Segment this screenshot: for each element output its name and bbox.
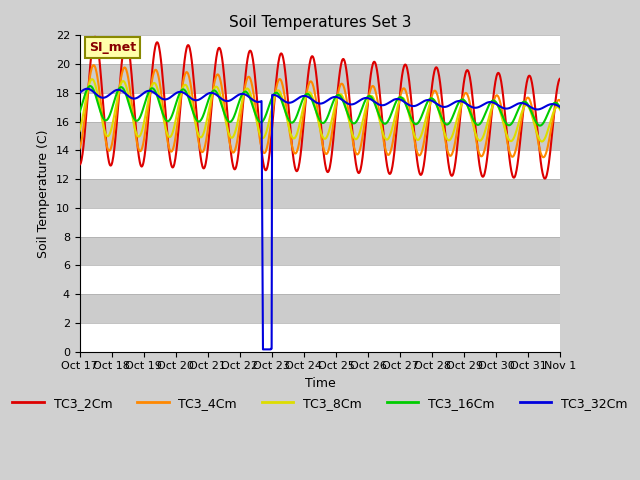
X-axis label: Time: Time (305, 377, 335, 390)
Bar (79, 265, 561, 294)
Bar (79, 36, 561, 64)
Bar (79, 323, 561, 351)
Text: SI_met: SI_met (89, 41, 136, 54)
Bar (79, 208, 561, 237)
Bar (79, 93, 561, 121)
Bar (79, 237, 561, 265)
Title: Soil Temperatures Set 3: Soil Temperatures Set 3 (228, 15, 412, 30)
Bar (79, 64, 561, 93)
Y-axis label: Soil Temperature (C): Soil Temperature (C) (37, 129, 50, 258)
Legend: TC3_2Cm, TC3_4Cm, TC3_8Cm, TC3_16Cm, TC3_32Cm: TC3_2Cm, TC3_4Cm, TC3_8Cm, TC3_16Cm, TC3… (8, 392, 632, 415)
Bar (79, 150, 561, 179)
Bar (79, 121, 561, 150)
Bar (79, 294, 561, 323)
Bar (79, 179, 561, 208)
